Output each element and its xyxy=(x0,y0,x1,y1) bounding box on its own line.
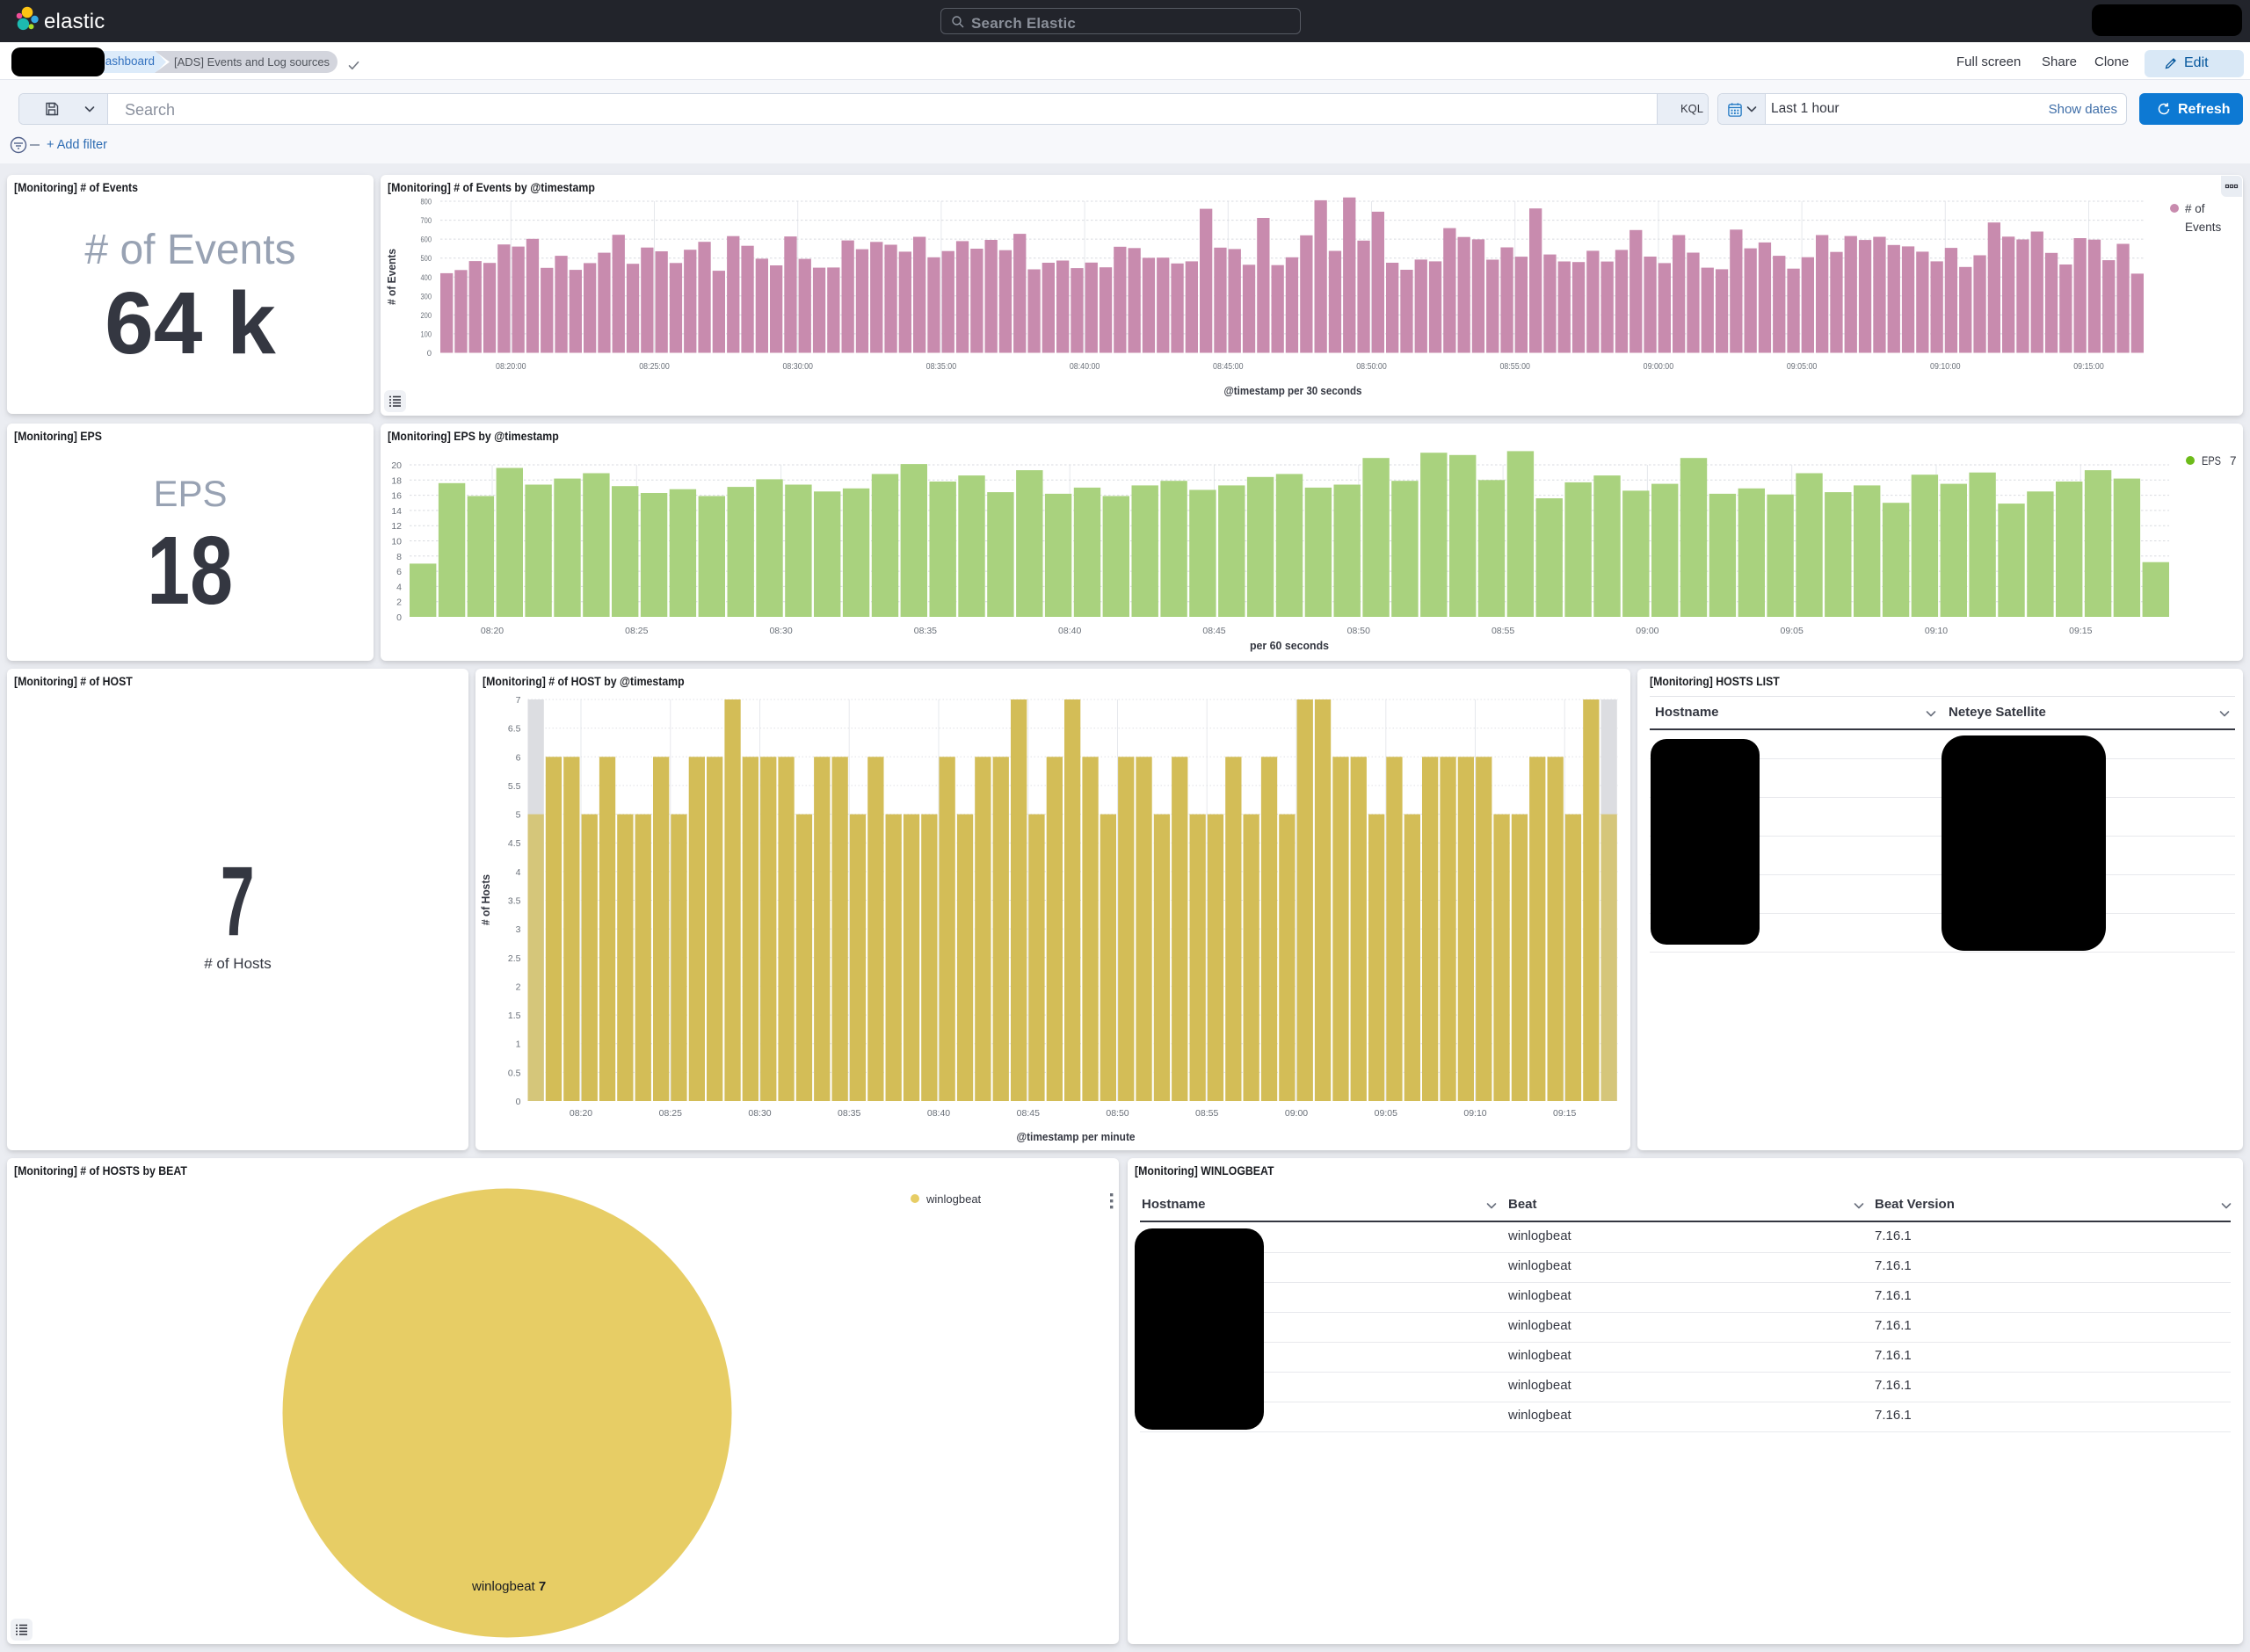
svg-text:4: 4 xyxy=(396,582,402,592)
svg-text:09:15: 09:15 xyxy=(2069,626,2092,636)
svg-text:09:05:00: 09:05:00 xyxy=(1787,361,1818,372)
svg-text:7: 7 xyxy=(516,695,521,706)
svg-text:08:40:00: 08:40:00 xyxy=(1070,361,1100,372)
svg-text:EPS: EPS xyxy=(2202,454,2221,467)
svg-text:08:35: 08:35 xyxy=(914,626,937,636)
svg-text:1.5: 1.5 xyxy=(508,1011,521,1021)
svg-text:09:00:00: 09:00:00 xyxy=(1644,361,1674,372)
svg-text:500: 500 xyxy=(421,254,432,264)
svg-text:08:45:00: 08:45:00 xyxy=(1213,361,1244,372)
svg-text:7: 7 xyxy=(2230,454,2237,467)
svg-text:4.5: 4.5 xyxy=(508,838,521,849)
svg-text:# of Hosts: # of Hosts xyxy=(480,874,492,925)
svg-text:08:50:00: 08:50:00 xyxy=(1356,361,1387,372)
svg-text:08:25: 08:25 xyxy=(659,1108,682,1119)
svg-text:08:35: 08:35 xyxy=(838,1108,860,1119)
svg-text:5: 5 xyxy=(516,810,521,821)
svg-text:08:30:00: 08:30:00 xyxy=(782,361,813,372)
svg-text:09:15: 09:15 xyxy=(1553,1108,1576,1119)
svg-text:3: 3 xyxy=(516,924,521,935)
svg-text:09:15:00: 09:15:00 xyxy=(2073,361,2104,372)
svg-text:2: 2 xyxy=(396,598,402,608)
svg-text:0.5: 0.5 xyxy=(508,1068,521,1078)
svg-text:800: 800 xyxy=(421,198,432,207)
svg-text:0: 0 xyxy=(516,1097,521,1107)
svg-text:20: 20 xyxy=(391,460,402,471)
svg-text:0: 0 xyxy=(427,349,432,359)
svg-text:10: 10 xyxy=(391,537,402,547)
svg-text:08:20: 08:20 xyxy=(570,1108,592,1119)
svg-text:09:05: 09:05 xyxy=(1781,626,1804,636)
svg-text:08:50: 08:50 xyxy=(1106,1108,1129,1119)
svg-text:@timestamp per minute: @timestamp per minute xyxy=(1017,1131,1136,1143)
svg-text:08:50: 08:50 xyxy=(1347,626,1370,636)
svg-text:8: 8 xyxy=(396,552,402,562)
svg-text:200: 200 xyxy=(421,311,432,321)
svg-text:6: 6 xyxy=(396,567,402,577)
svg-text:08:40: 08:40 xyxy=(927,1108,950,1119)
svg-text:5.5: 5.5 xyxy=(508,781,521,792)
svg-text:@timestamp per 30 seconds: @timestamp per 30 seconds xyxy=(1224,385,1362,397)
svg-text:2.5: 2.5 xyxy=(508,953,521,964)
svg-text:600: 600 xyxy=(421,235,432,245)
svg-text:2: 2 xyxy=(516,982,521,992)
svg-text:16: 16 xyxy=(391,491,402,502)
svg-text:08:55: 08:55 xyxy=(1195,1108,1218,1119)
svg-text:14: 14 xyxy=(391,506,402,517)
svg-text:08:45: 08:45 xyxy=(1017,1108,1040,1119)
svg-text:400: 400 xyxy=(421,273,432,283)
svg-text:per 60 seconds: per 60 seconds xyxy=(1250,640,1329,652)
svg-text:09:00: 09:00 xyxy=(1285,1108,1308,1119)
svg-text:08:40: 08:40 xyxy=(1058,626,1081,636)
svg-text:08:25:00: 08:25:00 xyxy=(639,361,670,372)
svg-text:08:55: 08:55 xyxy=(1492,626,1514,636)
svg-text:18: 18 xyxy=(391,475,402,486)
svg-text:3.5: 3.5 xyxy=(508,896,521,907)
svg-text:0: 0 xyxy=(396,612,402,623)
svg-text:1: 1 xyxy=(516,1040,521,1050)
svg-text:6.5: 6.5 xyxy=(508,724,521,735)
svg-text:09:05: 09:05 xyxy=(1375,1108,1397,1119)
svg-text:09:10: 09:10 xyxy=(1463,1108,1486,1119)
svg-text:12: 12 xyxy=(391,521,402,532)
svg-text:08:20: 08:20 xyxy=(481,626,504,636)
svg-text:4: 4 xyxy=(516,867,521,878)
svg-text:08:35:00: 08:35:00 xyxy=(926,361,957,372)
svg-text:# of Events: # of Events xyxy=(386,249,398,305)
svg-text:08:25: 08:25 xyxy=(625,626,648,636)
svg-text:08:45: 08:45 xyxy=(1202,626,1225,636)
svg-text:100: 100 xyxy=(421,330,432,339)
svg-text:08:55:00: 08:55:00 xyxy=(1499,361,1530,372)
svg-text:Events: Events xyxy=(2185,221,2222,234)
svg-text:08:30: 08:30 xyxy=(769,626,792,636)
svg-text:08:30: 08:30 xyxy=(748,1108,771,1119)
svg-text:700: 700 xyxy=(421,216,432,226)
svg-text:300: 300 xyxy=(421,292,432,301)
svg-text:09:00: 09:00 xyxy=(1636,626,1658,636)
svg-text:09:10: 09:10 xyxy=(1925,626,1948,636)
svg-text:09:10:00: 09:10:00 xyxy=(1930,361,1961,372)
svg-text:6: 6 xyxy=(516,752,521,763)
svg-text:08:20:00: 08:20:00 xyxy=(496,361,526,372)
svg-text:# of: # of xyxy=(2185,202,2205,215)
